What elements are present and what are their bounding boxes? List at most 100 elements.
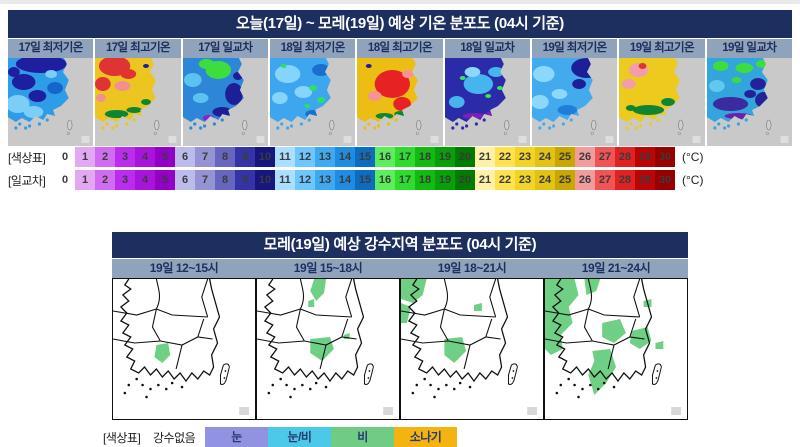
- colorbar-cell: 4: [135, 147, 155, 167]
- colorbar-cell: 25: [555, 147, 575, 167]
- precip-legend-item: 소나기: [394, 427, 457, 447]
- colorbar-cell: 6: [175, 170, 195, 190]
- colorbar-cell: 18: [415, 147, 435, 167]
- colorbar-cell: 2: [95, 170, 115, 190]
- precip-panel-label: 19일 15~18시: [256, 259, 400, 278]
- colorbar-cell: 21: [475, 147, 495, 167]
- colorbar-row-temperature: [색상표] 0 1 2 3 4 5 6 7 8 9 10 11 12 13 14 15 16 17 18 19 20 21…: [8, 147, 703, 167]
- colorbar-cell: 19: [435, 147, 455, 167]
- colorbar-cell: 24: [535, 147, 555, 167]
- temp-map: [269, 58, 356, 146]
- temp-panel: 18일 최고기온: [357, 39, 443, 146]
- colorbar-cell: 12: [295, 147, 315, 167]
- temp-panel: 17일 최저기온: [8, 39, 94, 146]
- colorbar-cell: 10: [255, 147, 275, 167]
- temperature-section-title: 오늘(17일) ~ 모레(19일) 예상 기온 분포도 (04시 기준): [8, 10, 792, 38]
- temp-panel: 17일 최고기온: [95, 39, 181, 146]
- precip-legend-label: [색상표]: [103, 430, 141, 445]
- colorbar-cell: 28: [615, 170, 635, 190]
- colorbar-cell: 1: [75, 147, 95, 167]
- colorbar-cell: 25: [555, 170, 575, 190]
- colorbar-cell: 28: [615, 147, 635, 167]
- temp-map: [706, 58, 792, 146]
- colorbar-cell: 5: [155, 147, 175, 167]
- temp-panel-label: 19일 최저기온: [531, 39, 618, 58]
- colorbar-cell: 22: [495, 147, 515, 167]
- temp-map: [531, 58, 618, 146]
- colorbar-cell: 8: [215, 170, 235, 190]
- colorbar-cell: 26: [575, 147, 595, 167]
- precipitation-section-title: 모레(19일) 예상 강수지역 분포도 (04시 기준): [112, 232, 688, 258]
- colorbar-cell: 0: [55, 170, 75, 190]
- colorbar-cell: 13: [315, 170, 335, 190]
- colorbar-cell: 5: [155, 170, 175, 190]
- precip-panel-label: 19일 12~15시: [112, 259, 256, 278]
- colorbar-cell: 3: [115, 147, 135, 167]
- colorbar-cell: 30: [655, 147, 675, 167]
- temperature-section: 오늘(17일) ~ 모레(19일) 예상 기온 분포도 (04시 기준) 17일…: [8, 10, 792, 146]
- colorbar-unit: (°C): [682, 150, 704, 164]
- colorbar-cell: 19: [435, 170, 455, 190]
- colorbar-cell: 26: [575, 170, 595, 190]
- colorbar-cell: 15: [355, 170, 375, 190]
- colorbar-cells: 0 1 2 3 4 5 6 7 8 9 10 11 12 13 14 15 16 17 18 19 20 21 22 23 24…: [55, 147, 675, 167]
- colorbar-cell: 4: [135, 170, 155, 190]
- precip-map: [256, 278, 400, 420]
- temp-panel: 18일 최저기온: [269, 39, 356, 146]
- precipitation-maps-row: [112, 278, 688, 420]
- colorbar-cell: 29: [635, 147, 655, 167]
- colorbar-cell: 7: [195, 170, 215, 190]
- colorbar-cell: 23: [515, 170, 535, 190]
- temp-panel-label: 18일 일교차: [444, 39, 530, 58]
- colorbar-cell: 27: [595, 170, 615, 190]
- colorbar-cell: 9: [235, 147, 255, 167]
- colorbar-cell: 16: [375, 170, 395, 190]
- precipitation-section: 모레(19일) 예상 강수지역 분포도 (04시 기준) 19일 12~15시 1…: [112, 232, 688, 420]
- colorbar-cell: 11: [275, 147, 295, 167]
- temp-panel: 18일 일교차: [444, 39, 530, 146]
- temp-panel: 19일 일교차: [706, 39, 792, 146]
- precipitation-headers-row: 19일 12~15시 19일 15~18시 19일 18~21시 19일 21~24시: [112, 259, 688, 278]
- colorbar-unit: (°C): [682, 173, 704, 187]
- temp-panel: 19일 최저기온: [531, 39, 618, 146]
- precip-map: [112, 278, 256, 420]
- colorbar-cell: 10: [255, 170, 275, 190]
- temp-panel: 17일 일교차: [182, 39, 268, 146]
- colorbar-cell: 1: [75, 170, 95, 190]
- colorbar-cell: 7: [195, 147, 215, 167]
- temp-map: [619, 58, 705, 146]
- temp-panel-label: 19일 최고기온: [619, 39, 705, 58]
- precipitation-legend: [색상표] 강수없음 눈 눈/비 비 소나기: [103, 427, 457, 447]
- temp-panel-label: 17일 최고기온: [95, 39, 181, 58]
- colorbar-row-daily-range: [일교차] 0 1 2 3 4 5 6 7 8 9 10 11 12 13 14 15 16 17 18 19 20 21…: [8, 170, 703, 190]
- colorbar-cell: 30: [655, 170, 675, 190]
- precip-legend-item: 비: [331, 427, 394, 447]
- precip-legend-boxes: 눈 눈/비 비 소나기: [205, 427, 457, 447]
- precip-panel-label: 19일 21~24시: [544, 259, 688, 278]
- temp-panel-label: 18일 최고기온: [357, 39, 443, 58]
- temp-map: [182, 58, 268, 146]
- colorbar-cell: 16: [375, 147, 395, 167]
- colorbar-cell: 8: [215, 147, 235, 167]
- colorbar-cell: 3: [115, 170, 135, 190]
- colorbar-cell: 9: [235, 170, 255, 190]
- colorbar-cell: 12: [295, 170, 315, 190]
- colorbar-cell: 17: [395, 147, 415, 167]
- colorbar-cell: 21: [475, 170, 495, 190]
- precip-legend-item: 눈/비: [268, 427, 331, 447]
- temp-map: [95, 58, 181, 146]
- temp-panel-label: 17일 일교차: [182, 39, 268, 58]
- colorbar-cell: 6: [175, 147, 195, 167]
- colorbar-cell: 20: [455, 147, 475, 167]
- colorbar-cell: 20: [455, 170, 475, 190]
- colorbar-cell: 23: [515, 147, 535, 167]
- temp-map: [444, 58, 530, 146]
- colorbar-cell: 27: [595, 147, 615, 167]
- colorbar-cell: 24: [535, 170, 555, 190]
- colorbar-cell: 29: [635, 170, 655, 190]
- top-divider-line: [0, 0, 800, 4]
- precip-legend-none-label: 강수없음: [153, 430, 196, 445]
- temp-panel-label: 18일 최저기온: [269, 39, 356, 58]
- temp-panel: 19일 최고기온: [619, 39, 705, 146]
